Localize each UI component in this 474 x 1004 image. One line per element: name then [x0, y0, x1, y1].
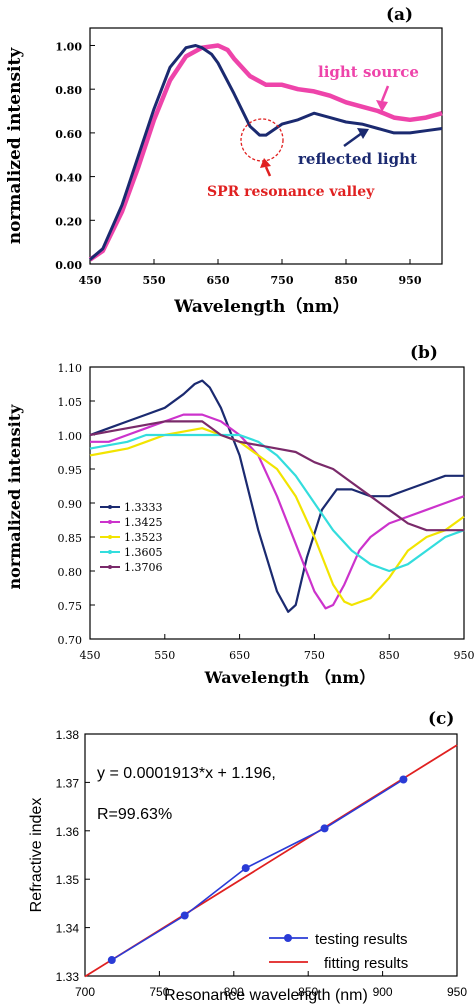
series-line-n2 [89, 427, 465, 607]
x-tick-label: 850 [379, 649, 400, 662]
y-tick-label: 0.95 [58, 464, 83, 477]
legend-label: 1.3605 [124, 546, 163, 559]
spr-valley-circle [240, 118, 284, 162]
x-tick-label: 550 [154, 649, 175, 662]
y-tick-label: 0.20 [55, 215, 82, 228]
y-tick-label: 1.35 [56, 873, 80, 887]
legend-label: 1.3425 [124, 516, 163, 529]
x-tick-label: 800 [224, 985, 244, 999]
x-tick-label: 950 [399, 274, 422, 287]
y-tick-label: 0.70 [58, 634, 83, 647]
panel-b-y-ticks: 0.70 0.75 0.80 0.85 0.90 0.95 1.00 1.05 1.10 [58, 362, 95, 647]
y-tick-label: 1.10 [58, 362, 83, 375]
y-tick-label: 0.60 [55, 128, 82, 141]
panel-c-x-ticks: 700 750 800 850 900 950 [75, 971, 467, 999]
panel-a-label: (a) [386, 5, 413, 25]
y-tick-label: 0.40 [55, 172, 82, 185]
panel-a-xlabel: Wavelength（nm） [173, 296, 349, 317]
y-tick-label: 0.85 [58, 532, 83, 545]
data-point [180, 911, 189, 920]
x-tick-label: 750 [304, 649, 325, 662]
legend-label-testing: testing results [315, 931, 408, 948]
arrow-reflected-light [343, 128, 369, 148]
series-line-reflected-light [89, 44, 443, 261]
y-tick-label: 0.80 [58, 566, 83, 579]
data-point [107, 956, 116, 965]
panel-b-legend: 1.3333 1.3425 1.3523 1.3605 1.3706 [100, 501, 163, 574]
series-line-n3 [89, 433, 465, 573]
panel-a-series [88, 43, 443, 262]
x-tick-label: 650 [229, 649, 250, 662]
panel-c-xlabel: Resonance wavelength (nm) [164, 987, 368, 1004]
y-tick-label: 1.00 [58, 430, 83, 443]
y-tick-label: 1.38 [56, 728, 80, 742]
x-tick-label: 650 [207, 274, 230, 287]
legend-label: 1.3333 [124, 501, 163, 514]
x-tick-label: 950 [454, 649, 474, 662]
panel-c-y-ticks: 1.33 1.34 1.35 1.36 1.37 1.38 [56, 728, 90, 984]
y-tick-label: 1.36 [56, 825, 80, 839]
panel-b-label: (b) [410, 343, 438, 363]
r-value-annotation: R=99.63% [97, 806, 172, 823]
panel-b: (b) 0.70 0.75 0.80 0.85 0.90 0.95 1.00 1.05 1.10… [5, 343, 474, 687]
panel-b-xlabel: Wavelength （nm） [204, 668, 376, 687]
legend-dot [108, 520, 112, 524]
annotation-spr-valley: SPR resonance valley [207, 184, 375, 200]
x-tick-label: 750 [149, 985, 169, 999]
y-tick-label: 1.00 [55, 40, 82, 53]
data-point [241, 864, 250, 873]
panel-b-ylabel: normalized intensity [5, 404, 24, 590]
panel-c-ylabel: Refractive index [28, 798, 45, 913]
data-point [320, 824, 329, 833]
panel-c-series [84, 744, 458, 978]
panel-c-label: (c) [428, 709, 454, 729]
x-tick-label: 450 [79, 274, 102, 287]
panel-c: (c) 1.33 1.34 1.35 1.36 1.37 1.38 700 750 800 85… [28, 709, 467, 1004]
legend-dot [108, 505, 112, 509]
panel-a-x-ticks: 450 550 650 750 850 950 [79, 259, 422, 287]
series-line-light-source [88, 43, 443, 262]
x-tick-label: 850 [298, 985, 318, 999]
arrow-spr-valley [260, 158, 272, 177]
legend-dot [108, 565, 112, 569]
series-line-n4 [89, 420, 464, 532]
arrow-light-source [376, 85, 390, 112]
x-tick-label: 750 [271, 274, 294, 287]
x-tick-label: 950 [447, 985, 467, 999]
x-tick-label: 850 [335, 274, 358, 287]
annotation-light-source: light source [318, 63, 419, 81]
data-point [399, 775, 408, 784]
y-tick-label: 0.00 [55, 259, 82, 272]
panel-c-legend: testing results fitting results [269, 931, 408, 972]
y-tick-label: 1.34 [56, 922, 80, 936]
series-line-n0 [89, 379, 464, 613]
y-tick-label: 0.80 [55, 84, 82, 97]
x-tick-label: 450 [80, 649, 101, 662]
legend-dot [108, 550, 112, 554]
panel-b-series [89, 379, 465, 613]
legend-label: 1.3706 [124, 561, 163, 574]
panel-a-ylabel: normalized intensity [5, 47, 25, 245]
legend-dot [108, 535, 112, 539]
legend-dot-testing [284, 934, 292, 942]
y-tick-label: 0.90 [58, 498, 83, 511]
x-tick-label: 550 [143, 274, 166, 287]
panel-a-plot-area [89, 27, 443, 265]
annotation-reflected-light: reflected light [298, 150, 417, 168]
y-tick-label: 1.05 [58, 396, 83, 409]
panel-c-plot-area [84, 733, 458, 977]
x-tick-label: 700 [75, 985, 95, 999]
x-tick-label: 900 [373, 985, 393, 999]
legend-label: 1.3523 [124, 531, 163, 544]
y-tick-label: 1.33 [56, 970, 80, 984]
y-tick-label: 1.37 [56, 776, 80, 790]
y-tick-label: 0.75 [58, 600, 83, 613]
legend-label-fitting: fitting results [324, 955, 408, 972]
panel-b-x-ticks: 450 550 650 750 850 950 [80, 634, 474, 662]
panel-a: (a) 0.00 0.20 0.40 0.60 0.80 1.00 450 550 650 75… [5, 5, 443, 317]
panel-a-y-ticks: 0.00 0.20 0.40 0.60 0.80 1.00 [55, 40, 95, 272]
series-line-n1 [90, 413, 465, 610]
equation-annotation: y = 0.0001913*x + 1.196, [97, 765, 276, 782]
